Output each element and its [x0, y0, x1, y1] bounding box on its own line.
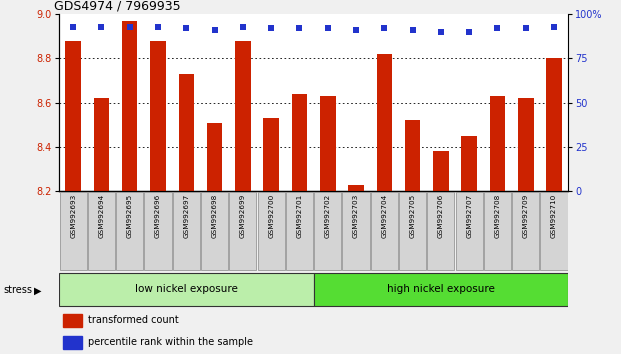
Text: GSM992695: GSM992695	[127, 194, 133, 238]
FancyBboxPatch shape	[371, 192, 398, 270]
Bar	[348, 184, 364, 191]
FancyBboxPatch shape	[229, 192, 256, 270]
Text: low nickel exposure: low nickel exposure	[135, 284, 238, 294]
Bar	[207, 122, 222, 191]
Point	[549, 24, 559, 29]
Text: GSM992699: GSM992699	[240, 194, 246, 238]
FancyBboxPatch shape	[145, 192, 171, 270]
Bar	[433, 151, 449, 191]
Bar	[63, 314, 82, 327]
FancyBboxPatch shape	[399, 192, 426, 270]
Point	[153, 24, 163, 29]
Point	[521, 25, 531, 31]
Text: GSM992694: GSM992694	[99, 194, 104, 238]
FancyBboxPatch shape	[60, 192, 87, 270]
Text: GSM992709: GSM992709	[523, 194, 528, 238]
FancyBboxPatch shape	[116, 192, 143, 270]
Text: GSM992693: GSM992693	[70, 194, 76, 238]
Point	[407, 27, 417, 33]
Point	[266, 25, 276, 31]
FancyBboxPatch shape	[342, 192, 369, 270]
FancyBboxPatch shape	[201, 192, 228, 270]
FancyBboxPatch shape	[286, 192, 313, 270]
FancyBboxPatch shape	[314, 273, 568, 306]
Text: GSM992707: GSM992707	[466, 194, 472, 238]
Bar	[518, 98, 533, 191]
Point	[181, 25, 191, 31]
Text: GSM992703: GSM992703	[353, 194, 359, 238]
Point	[210, 27, 220, 33]
Text: GSM992696: GSM992696	[155, 194, 161, 238]
FancyBboxPatch shape	[258, 192, 285, 270]
Bar	[490, 96, 505, 191]
FancyBboxPatch shape	[540, 192, 568, 270]
Point	[323, 25, 333, 31]
Point	[68, 24, 78, 29]
Bar	[63, 336, 82, 349]
Text: ▶: ▶	[34, 285, 41, 295]
Bar	[178, 74, 194, 191]
Text: GDS4974 / 7969935: GDS4974 / 7969935	[54, 0, 181, 13]
Text: GSM992704: GSM992704	[381, 194, 388, 238]
Point	[125, 24, 135, 29]
Bar	[292, 94, 307, 191]
FancyBboxPatch shape	[512, 192, 540, 270]
Bar	[376, 54, 392, 191]
FancyBboxPatch shape	[484, 192, 511, 270]
Bar	[461, 136, 477, 191]
Text: GSM992708: GSM992708	[494, 194, 501, 238]
Text: GSM992705: GSM992705	[410, 194, 415, 238]
Point	[465, 29, 474, 35]
Point	[96, 24, 106, 29]
Text: GSM992697: GSM992697	[183, 194, 189, 238]
Bar	[263, 118, 279, 191]
Text: GSM992706: GSM992706	[438, 194, 444, 238]
Bar	[94, 98, 109, 191]
Bar	[235, 41, 251, 191]
Text: high nickel exposure: high nickel exposure	[387, 284, 495, 294]
Point	[436, 29, 446, 35]
Text: GSM992701: GSM992701	[296, 194, 302, 238]
Text: GSM992698: GSM992698	[212, 194, 217, 238]
Bar	[320, 96, 335, 191]
Bar	[405, 120, 420, 191]
Point	[379, 25, 389, 31]
Text: transformed count: transformed count	[88, 315, 178, 325]
Bar	[122, 21, 137, 191]
Point	[351, 27, 361, 33]
Point	[238, 24, 248, 29]
FancyBboxPatch shape	[59, 273, 314, 306]
Text: GSM992702: GSM992702	[325, 194, 331, 238]
FancyBboxPatch shape	[456, 192, 483, 270]
Bar	[150, 41, 166, 191]
Text: GSM992700: GSM992700	[268, 194, 274, 238]
FancyBboxPatch shape	[173, 192, 200, 270]
FancyBboxPatch shape	[314, 192, 342, 270]
Text: GSM992710: GSM992710	[551, 194, 557, 238]
Text: percentile rank within the sample: percentile rank within the sample	[88, 337, 253, 348]
Bar	[65, 41, 81, 191]
Point	[492, 25, 502, 31]
Text: stress: stress	[3, 285, 32, 295]
Bar	[546, 58, 562, 191]
FancyBboxPatch shape	[427, 192, 455, 270]
Point	[294, 25, 304, 31]
FancyBboxPatch shape	[88, 192, 115, 270]
